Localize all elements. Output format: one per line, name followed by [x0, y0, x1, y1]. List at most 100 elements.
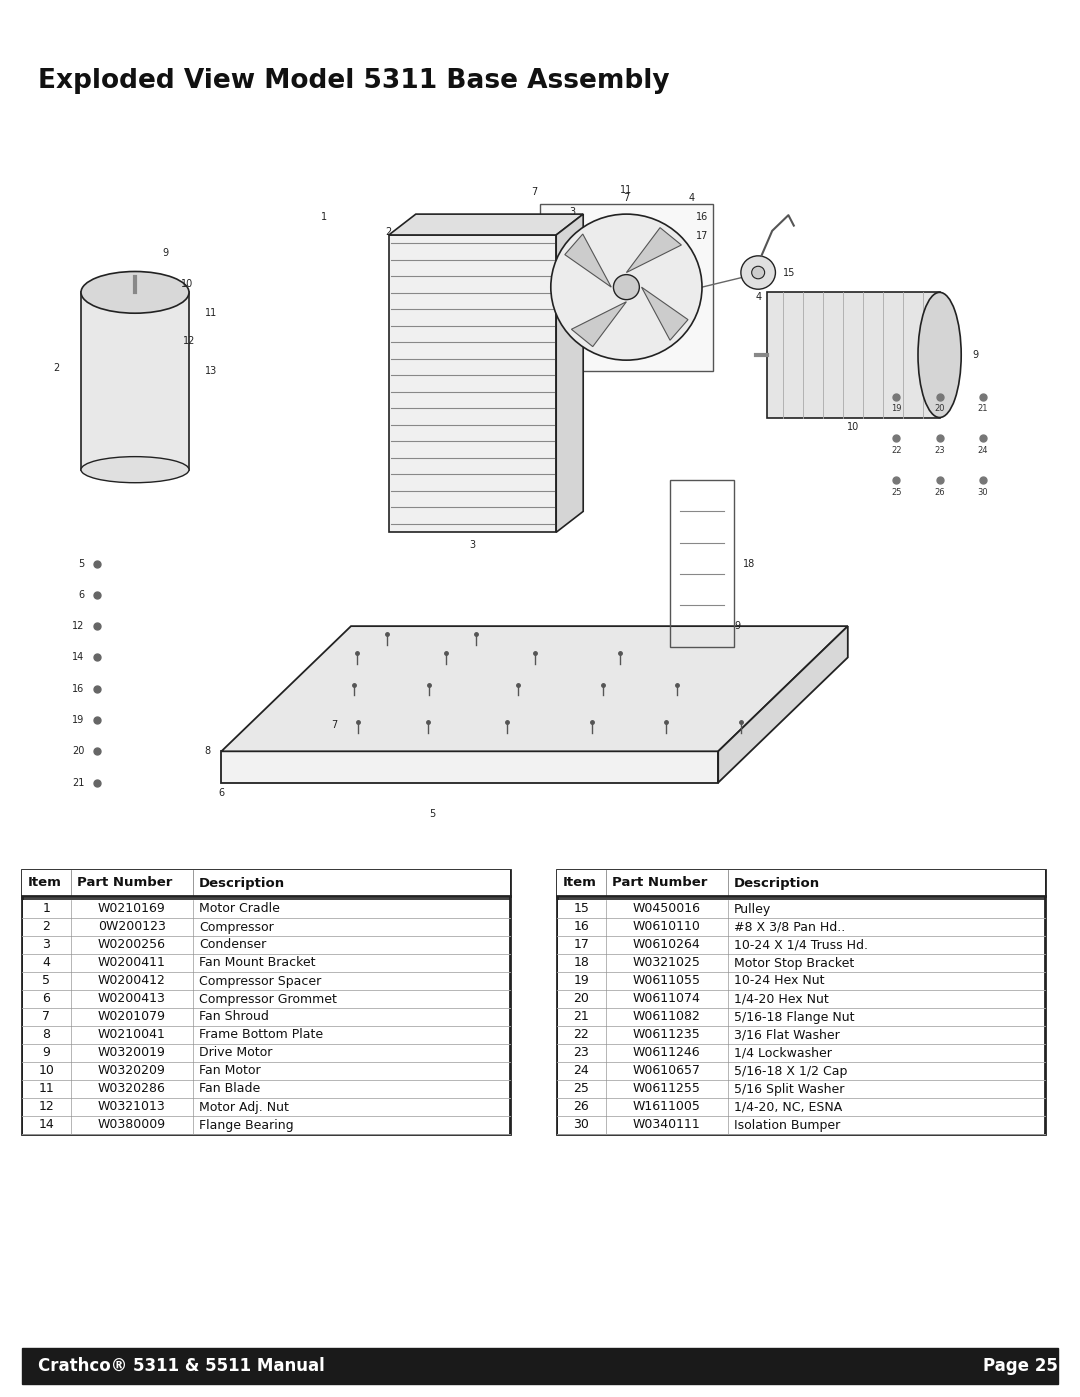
Text: 14: 14 — [72, 652, 84, 662]
Text: W0611055: W0611055 — [633, 975, 701, 988]
Text: 3: 3 — [470, 539, 475, 550]
Bar — [558, 1062, 1044, 1080]
Text: 23: 23 — [573, 1046, 590, 1059]
Bar — [22, 1348, 1058, 1384]
Text: Part Number: Part Number — [77, 876, 172, 890]
Text: W0320209: W0320209 — [98, 1065, 165, 1077]
Text: Fan Motor: Fan Motor — [199, 1065, 260, 1077]
Text: 16: 16 — [573, 921, 590, 933]
Text: 19: 19 — [573, 975, 590, 988]
Text: W0200412: W0200412 — [98, 975, 165, 988]
Text: Part Number: Part Number — [611, 876, 707, 890]
Bar — [23, 954, 509, 972]
Text: W0610110: W0610110 — [633, 921, 701, 933]
Text: 10: 10 — [39, 1065, 54, 1077]
Bar — [23, 1009, 509, 1025]
Text: 5/16-18 X 1/2 Cap: 5/16-18 X 1/2 Cap — [733, 1065, 847, 1077]
Text: W0611074: W0611074 — [633, 992, 701, 1006]
Circle shape — [613, 275, 639, 299]
Text: 26: 26 — [573, 1101, 590, 1113]
Polygon shape — [626, 228, 681, 272]
Text: 12: 12 — [183, 337, 195, 346]
Text: 22: 22 — [891, 446, 902, 455]
Text: 17: 17 — [696, 231, 708, 242]
Text: 7: 7 — [332, 721, 338, 731]
Bar — [23, 990, 509, 1009]
Text: 1/4-20, NC, ESNA: 1/4-20, NC, ESNA — [733, 1101, 842, 1113]
Text: Motor Cradle: Motor Cradle — [199, 902, 280, 915]
Bar — [22, 870, 510, 1134]
Text: W0611255: W0611255 — [633, 1083, 701, 1095]
Text: 8: 8 — [42, 1028, 51, 1042]
Polygon shape — [556, 214, 583, 532]
Text: Page 25: Page 25 — [983, 1356, 1058, 1375]
Text: 1: 1 — [42, 902, 51, 915]
Text: 19: 19 — [891, 404, 902, 414]
Bar — [558, 972, 1044, 990]
Bar — [23, 1098, 509, 1116]
Bar — [23, 1116, 509, 1134]
Text: Frame Bottom Plate: Frame Bottom Plate — [199, 1028, 323, 1042]
Bar — [558, 1098, 1044, 1116]
Bar — [558, 954, 1044, 972]
Circle shape — [551, 214, 702, 360]
Text: 6: 6 — [218, 788, 225, 798]
Text: W0200256: W0200256 — [98, 939, 166, 951]
Bar — [23, 918, 509, 936]
Text: 10: 10 — [180, 279, 193, 289]
Text: W0611235: W0611235 — [633, 1028, 701, 1042]
Text: 21: 21 — [72, 778, 84, 788]
Text: W0611246: W0611246 — [633, 1046, 701, 1059]
Text: 18: 18 — [743, 559, 755, 569]
Text: Motor Adj. Nut: Motor Adj. Nut — [199, 1101, 288, 1113]
Text: Item: Item — [28, 876, 62, 890]
Text: 9: 9 — [972, 349, 978, 360]
Bar — [23, 936, 509, 954]
Text: Motor Stop Bracket: Motor Stop Bracket — [733, 957, 854, 970]
Text: 16: 16 — [696, 212, 708, 222]
Text: W1611005: W1611005 — [633, 1101, 701, 1113]
Text: W0610657: W0610657 — [633, 1065, 701, 1077]
Text: 14: 14 — [39, 1119, 54, 1132]
Text: 4: 4 — [688, 193, 694, 204]
Polygon shape — [642, 288, 688, 341]
Text: 12: 12 — [39, 1101, 54, 1113]
Text: W0200411: W0200411 — [98, 957, 165, 970]
Text: 4: 4 — [42, 957, 51, 970]
Text: #8 X 3/8 Pan Hd..: #8 X 3/8 Pan Hd.. — [733, 921, 845, 933]
Text: 20: 20 — [72, 746, 84, 756]
Text: 11: 11 — [39, 1083, 54, 1095]
Polygon shape — [718, 626, 848, 782]
Text: 20: 20 — [573, 992, 590, 1006]
Text: 7: 7 — [42, 1010, 51, 1024]
Text: W0210169: W0210169 — [98, 902, 165, 915]
Text: 0W200123: 0W200123 — [98, 921, 165, 933]
Text: Crathco® 5311 & 5511 Manual: Crathco® 5311 & 5511 Manual — [38, 1356, 325, 1375]
Text: 13: 13 — [204, 366, 217, 376]
Text: Compressor Grommet: Compressor Grommet — [199, 992, 337, 1006]
Text: Fan Shroud: Fan Shroud — [199, 1010, 269, 1024]
Text: Item: Item — [563, 876, 597, 890]
Ellipse shape — [81, 271, 189, 313]
Text: 2: 2 — [53, 363, 59, 373]
Text: 1/4 Lockwasher: 1/4 Lockwasher — [733, 1046, 832, 1059]
Text: Fan Mount Bracket: Fan Mount Bracket — [199, 957, 315, 970]
Text: 3/16 Flat Washer: 3/16 Flat Washer — [733, 1028, 839, 1042]
Bar — [557, 870, 1045, 1134]
Bar — [557, 870, 1045, 895]
Text: 11: 11 — [204, 309, 217, 319]
Text: 7: 7 — [531, 187, 538, 197]
Text: Description: Description — [733, 876, 820, 890]
Text: 25: 25 — [891, 488, 902, 497]
Text: 1: 1 — [321, 212, 327, 222]
Text: 15: 15 — [573, 902, 590, 915]
Text: 18: 18 — [573, 957, 590, 970]
Text: 30: 30 — [977, 488, 988, 497]
Polygon shape — [565, 235, 611, 288]
Bar — [23, 1080, 509, 1098]
Text: Exploded View Model 5311 Base Assembly: Exploded View Model 5311 Base Assembly — [38, 68, 670, 94]
Text: 5: 5 — [78, 559, 84, 569]
Bar — [767, 292, 940, 418]
Text: 2: 2 — [42, 921, 51, 933]
Text: 1/4-20 Hex Nut: 1/4-20 Hex Nut — [733, 992, 828, 1006]
